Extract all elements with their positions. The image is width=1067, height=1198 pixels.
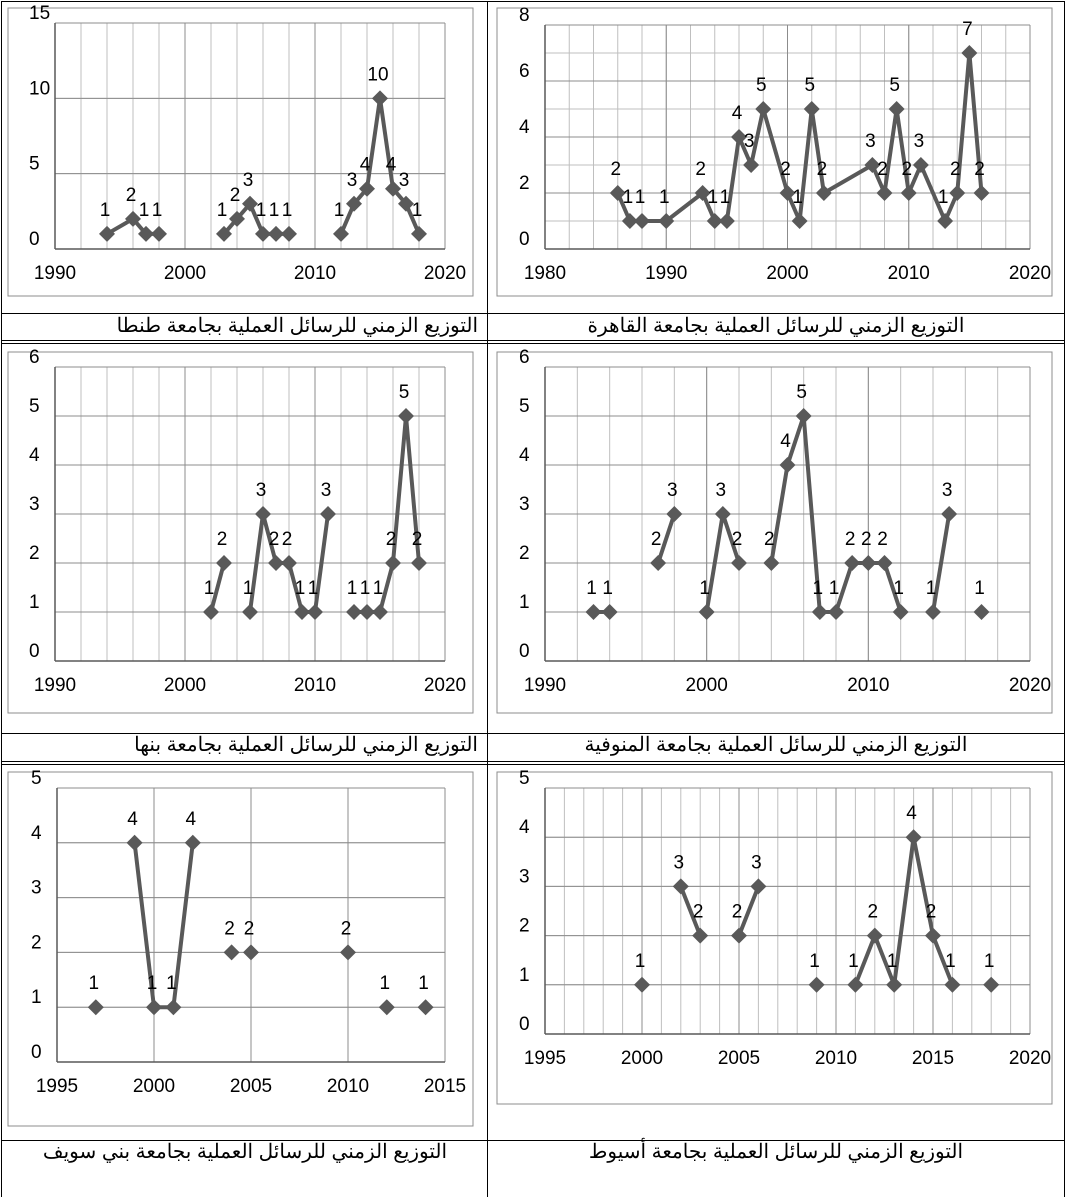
caption-cairo: التوزيع الزمني للرسائل العملية بجامعة ال…	[489, 314, 1063, 339]
data-label: 2	[732, 902, 743, 923]
x-tick-label: 2015	[912, 1048, 954, 1069]
data-point-marker	[634, 977, 650, 993]
data-label: 1	[848, 951, 859, 972]
x-tick-label: 1995	[524, 1048, 566, 1069]
data-label: 2	[868, 902, 879, 923]
data-label: 2	[693, 902, 704, 923]
data-label: 2	[926, 902, 937, 923]
data-label: 3	[674, 852, 685, 873]
y-tick-label: 5	[519, 768, 530, 789]
y-tick-label: 2	[519, 916, 530, 937]
chart-frame	[497, 772, 1052, 1104]
data-point-marker	[944, 977, 960, 993]
x-tick-label: 2000	[621, 1048, 663, 1069]
data-point-marker	[867, 928, 883, 944]
y-tick-label: 1	[519, 965, 530, 986]
data-point-marker	[692, 928, 708, 944]
table-rule	[1, 340, 1064, 341]
data-point-marker	[731, 928, 747, 944]
data-point-marker	[673, 878, 689, 894]
table-rule	[1, 1140, 1064, 1141]
table-rule	[1, 1, 1064, 2]
table-rule	[1, 313, 1064, 314]
table-rule	[1, 733, 1064, 734]
y-tick-label: 0	[519, 1014, 530, 1035]
data-label: 1	[945, 951, 956, 972]
y-tick-label: 3	[519, 866, 530, 887]
x-tick-label: 2020	[1009, 1048, 1051, 1069]
table-rule	[1, 1, 2, 1197]
x-tick-label: 2010	[815, 1048, 857, 1069]
data-point-marker	[925, 928, 941, 944]
caption-menoufia: التوزيع الزمني للرسائل العملية بجامعة ال…	[489, 733, 1063, 758]
data-point-marker	[847, 977, 863, 993]
data-point-marker	[750, 878, 766, 894]
caption-tanta: التوزيع الزمني للرسائل العملية بجامعة طن…	[2, 314, 486, 339]
caption-benha: التوزيع الزمني للرسائل العملية بجامعة بن…	[2, 733, 486, 758]
data-point-marker	[906, 829, 922, 845]
data-label: 3	[751, 852, 762, 873]
x-tick-label: 2005	[718, 1048, 760, 1069]
data-point-marker	[809, 977, 825, 993]
data-label: 4	[906, 803, 917, 824]
table-rule	[1, 761, 1064, 762]
data-label: 1	[887, 951, 898, 972]
table-rule	[1064, 1, 1065, 1197]
caption-beni-suef: التوزيع الزمني للرسائل العملية بجامعة بن…	[10, 1140, 480, 1165]
data-point-marker	[886, 977, 902, 993]
data-label: 1	[809, 951, 820, 972]
table-rule	[487, 1, 488, 1197]
data-point-marker	[983, 977, 999, 993]
data-label: 1	[635, 951, 646, 972]
table-rule	[1, 343, 1064, 344]
table-rule	[1, 764, 1064, 765]
y-tick-label: 4	[519, 817, 530, 838]
caption-assiut: التوزيع الزمني للرسائل العملية بجامعة أس…	[489, 1140, 1063, 1165]
data-label: 1	[984, 951, 995, 972]
